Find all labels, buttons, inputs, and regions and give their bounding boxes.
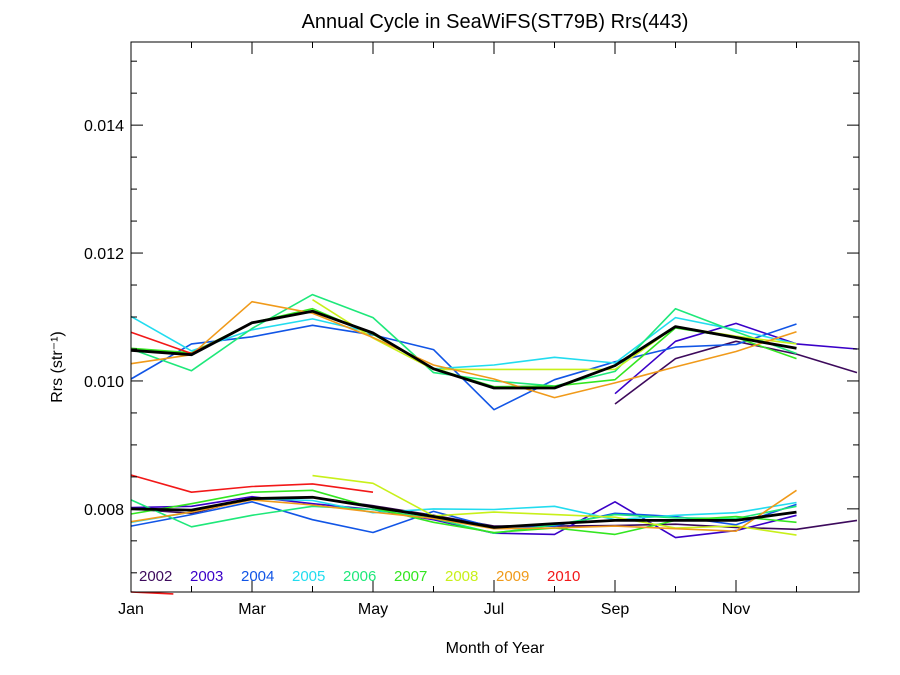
plot-frame bbox=[130, 41, 860, 593]
y-tick-label: 0.012 bbox=[84, 246, 124, 263]
legend-entry-2006: 2006 bbox=[343, 568, 376, 585]
y-tick-label: 0.008 bbox=[84, 502, 124, 519]
x-tick-label: Mar bbox=[238, 601, 266, 618]
series-line-2002-upper bbox=[614, 340, 858, 405]
y-axis-label: Rrs (str⁻¹) bbox=[49, 331, 66, 403]
series-line-mean-lower-mean bbox=[130, 495, 797, 529]
x-tick-label: Jul bbox=[484, 601, 504, 618]
series-line-2009-upper bbox=[130, 300, 797, 399]
y-tick-label: 0.014 bbox=[84, 118, 124, 135]
series-line-2003-upper bbox=[614, 322, 858, 395]
legend-entry-2003: 2003 bbox=[190, 568, 223, 585]
axis-ticks: Jan Mar May Jul Sep Nov 0.008 0.010 0.012 0.014 bbox=[84, 42, 859, 618]
legend-entry-2007: 2007 bbox=[394, 568, 427, 585]
y-tick-label: 0.010 bbox=[84, 374, 124, 391]
x-tick-label: Nov bbox=[722, 601, 750, 618]
series-line-2008-lower bbox=[312, 474, 797, 536]
plot-area bbox=[130, 293, 858, 595]
legend-entry-2008: 2008 bbox=[445, 568, 478, 585]
x-axis-label: Month of Year bbox=[446, 640, 545, 657]
x-tick-label: Jan bbox=[118, 601, 144, 618]
series-line-mean-upper-mean bbox=[130, 309, 797, 390]
chart-title: Annual Cycle in SeaWiFS(ST79B) Rrs(443) bbox=[302, 11, 689, 33]
legend-entry-2010: 2010 bbox=[547, 568, 580, 585]
x-tick-label: Sep bbox=[601, 601, 630, 618]
legend-entry-2004: 2004 bbox=[241, 568, 274, 585]
legend: 2002 2003 2004 2005 2006 2007 2008 2009 2010 bbox=[139, 568, 580, 585]
series-line-2006-lower bbox=[130, 499, 797, 534]
legend-entry-2009: 2009 bbox=[496, 568, 529, 585]
series-line-2005-upper bbox=[130, 315, 797, 370]
x-tick-label: May bbox=[358, 601, 388, 618]
legend-entry-2002: 2002 bbox=[139, 568, 172, 585]
series-line-2010-lower bbox=[130, 474, 374, 493]
legend-entry-2005: 2005 bbox=[292, 568, 325, 585]
